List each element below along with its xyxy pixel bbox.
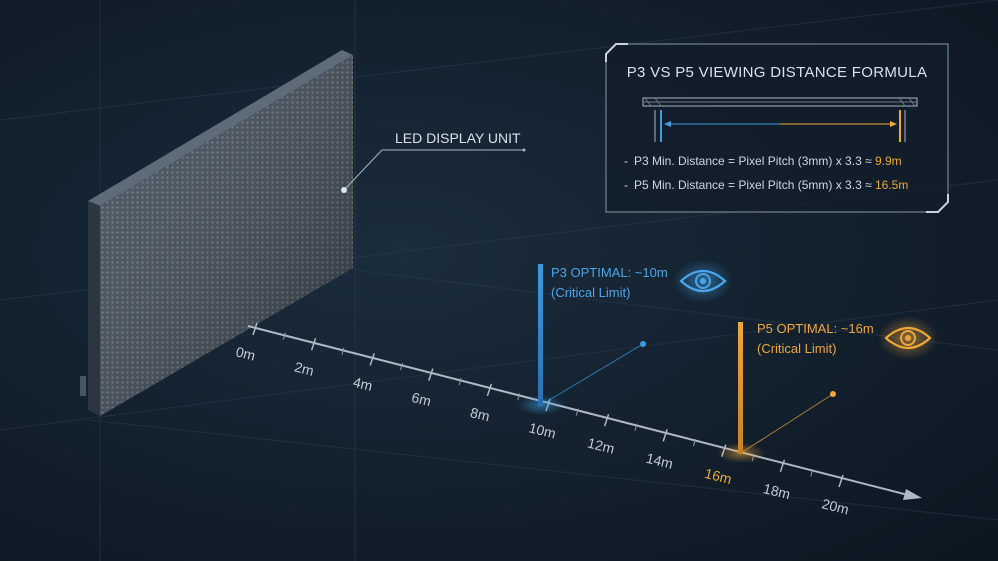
axis-tick-minor [575,408,579,416]
axis-tick-label: 4m [351,374,374,394]
formula-distance-diagram [642,97,918,142]
axis-tick-major [779,459,786,473]
axis-tick-minor [458,378,462,386]
p3-guide-line [540,343,644,406]
led-display-callout: LED DISPLAY UNIT [341,130,526,193]
axis-tick-major [603,413,610,427]
eye-icon [673,259,733,303]
bullet: - [624,178,628,192]
axis-tick-label: 18m [762,480,792,502]
axis-tick-label: 14m [644,450,674,472]
formula-result: 16.5m [875,178,909,192]
axis-tick-label: 8m [469,404,492,424]
axis-tick-labels: 0m 2m 4m 6m 8m 10m 12m 14m 16m 18m 20m [234,343,850,517]
axis-tick-minor [693,438,696,447]
p5-guide-line [740,393,834,454]
p3-guide-dot [640,341,646,347]
formula-panel: P3 VS P5 VIEWING DISTANCE FORMULA - P3 Mi… [606,44,948,212]
p5-subtitle: (Critical Limit) [757,341,836,356]
p5-marker: P5 OPTIMAL: ~16m (Critical Limit) [717,316,938,463]
axis-arrowhead [903,489,922,500]
axis-tick-minor [634,423,638,431]
p3-marker: P3 OPTIMAL: ~10m (Critical Limit) [517,259,733,415]
axis-tick-minor [400,362,403,371]
formula-text: P5 Min. Distance = Pixel Pitch (5mm) x 3… [634,178,875,192]
led-display-label: LED DISPLAY UNIT [395,130,521,146]
led-panel-side-edge [88,201,100,416]
axis-line [247,325,913,497]
led-display-panel [80,50,353,416]
formula-line-p5: - P5 Min. Distance = Pixel Pitch (5mm) x … [624,178,908,192]
p3-subtitle: (Critical Limit) [551,285,630,300]
formula-title: P3 VS P5 VIEWING DISTANCE FORMULA [626,64,928,81]
axis-tick-minor [517,393,521,401]
p3-bar [538,264,543,406]
axis-tick-label: 0m [234,343,257,363]
axis-tick-label: 2m [293,359,316,379]
axis-tick-major [486,383,493,397]
eye-icon [878,316,938,360]
formula-panel-frame [605,43,949,213]
axis-tick-label: 10m [527,419,557,441]
formula-line-p3: - P3 Min. Distance = Pixel Pitch (3mm) x … [624,154,902,168]
led-panel-connector [80,376,86,396]
axis-tick-label: 6m [410,389,433,409]
formula-text: P3 Min. Distance = Pixel Pitch (3mm) x 3… [634,154,875,168]
axis-tick-major [662,429,668,442]
axis-tick-minor [282,332,286,340]
p5-bar [738,322,743,454]
axis-tick-label: 20m [820,495,850,517]
formula-result: 9.9m [875,154,902,168]
axis-tick-major [428,368,434,381]
p5-guide-dot [830,391,836,397]
axis-tick-label: 16m [703,465,733,487]
axis-tick-minor [810,469,814,477]
axis-tick-major [252,322,258,336]
axis-tick-major [310,337,317,351]
axis-tick-major [838,474,844,488]
p3-title: P3 OPTIMAL: ~10m [551,265,668,280]
axis-tick-label: 12m [586,435,616,457]
bullet: - [624,154,628,168]
p5-title: P5 OPTIMAL: ~16m [757,321,874,336]
axis-tick-major [369,353,375,366]
axis-tick-minor [341,347,345,355]
led-panel-top-edge [88,50,353,206]
